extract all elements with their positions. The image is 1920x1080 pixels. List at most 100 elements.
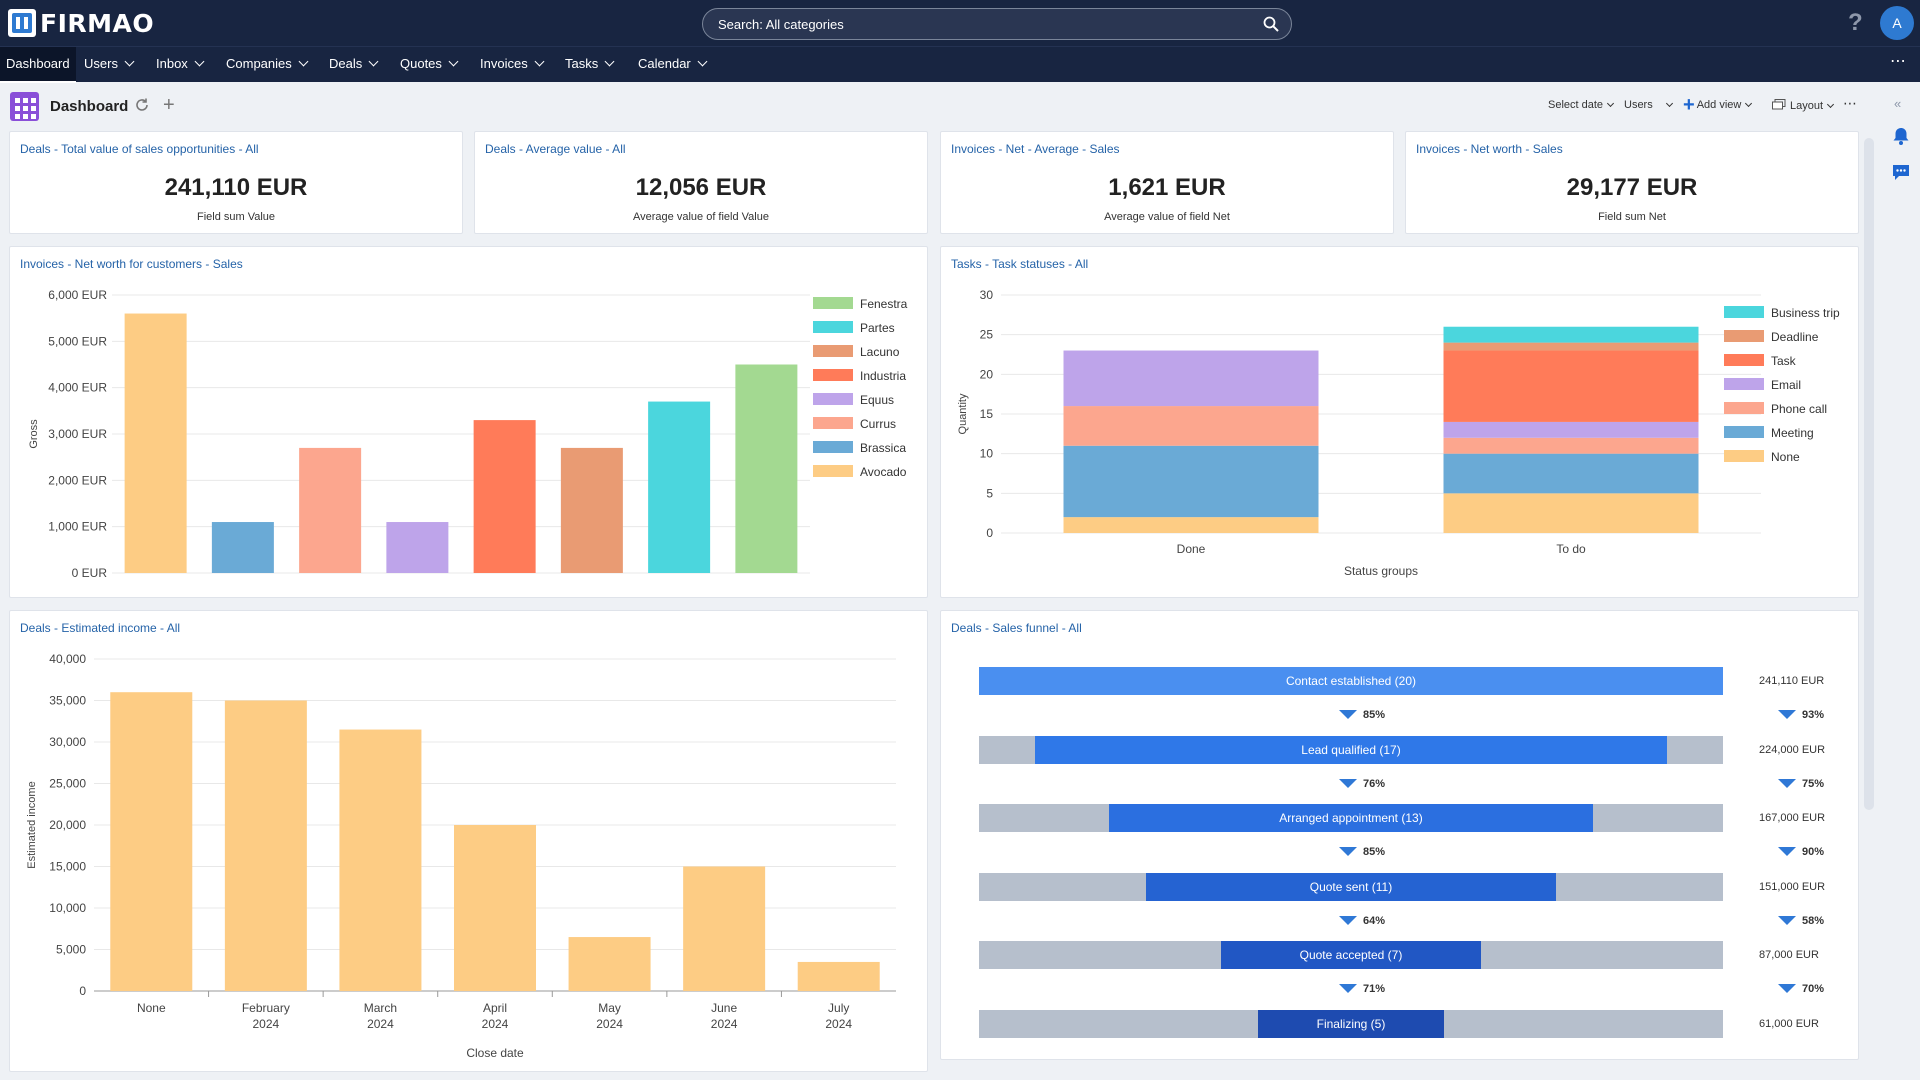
scrollbar[interactable]: [1864, 138, 1874, 810]
kpi-card[interactable]: Invoices - Net worth - Sales 29,177 EUR …: [1405, 131, 1859, 234]
legend-swatch: [813, 417, 853, 429]
nav-label: Tasks: [565, 56, 599, 71]
card-title[interactable]: Tasks - Task statuses - All: [951, 257, 1089, 271]
nav-inbox[interactable]: Inbox: [156, 47, 205, 83]
conversion-label: 71%: [1363, 983, 1386, 995]
nav-users[interactable]: Users: [84, 47, 135, 83]
firmao-logo[interactable]: FIRMAO: [8, 9, 154, 38]
kpi-card[interactable]: Deals - Average value - All 12,056 EUR A…: [474, 131, 928, 234]
chevron-down-icon: [604, 56, 615, 67]
chat-icon[interactable]: [1891, 162, 1911, 182]
funnel-stage[interactable]: Arranged appointment (13): [1109, 804, 1593, 832]
card-title[interactable]: Deals - Total value of sales opportuniti…: [20, 142, 259, 156]
legend-swatch: [1724, 330, 1764, 342]
funnel-stage[interactable]: Quote sent (11): [1146, 872, 1556, 901]
users-dropdown[interactable]: Users: [1624, 99, 1673, 111]
y-tick-label: 40,000: [49, 652, 86, 666]
card-title[interactable]: Deals - Sales funnel - All: [951, 621, 1082, 635]
conversion-label: 75%: [1802, 777, 1825, 790]
nav-label: Quotes: [400, 56, 442, 71]
chevron-down-icon: [194, 56, 205, 67]
conversion-label: 85%: [1363, 846, 1386, 858]
card-title[interactable]: Invoices - Net worth - Sales: [1416, 142, 1563, 156]
add-view-button[interactable]: + Add view: [1683, 94, 1753, 117]
card-title[interactable]: Invoices - Net - Average - Sales: [951, 142, 1120, 156]
kpi-subtitle: Field sum Value: [196, 211, 276, 223]
funnel-stage-value: 167,000 EUR: [1759, 812, 1826, 824]
triangle-down-icon: [1339, 710, 1357, 719]
funnel-count-conversion: 71%: [1339, 983, 1385, 995]
legend-swatch: [813, 321, 853, 333]
search-icon[interactable]: [1263, 16, 1279, 32]
bar-equus: [386, 522, 449, 573]
layout-label: Layout: [1790, 100, 1824, 112]
y-tick-label: 1,000 EUR: [48, 520, 107, 534]
nav-deals[interactable]: Deals: [329, 47, 379, 83]
conversion-label: 64%: [1363, 914, 1386, 927]
y-tick-label: 2,000 EUR: [48, 473, 107, 487]
chart-card-sales-funnel: Deals - Sales funnel - All Contact estab…: [940, 610, 1859, 1060]
bar-income: [110, 692, 193, 991]
nav-invoices[interactable]: Invoices: [480, 47, 545, 83]
toolbar-more-icon[interactable]: ⋯: [1843, 95, 1857, 111]
y-tick-label: 30: [980, 288, 994, 302]
triangle-down-icon: [1339, 915, 1357, 925]
x-tick-label: May: [598, 1001, 621, 1015]
legend-swatch: [1724, 402, 1764, 414]
card-title[interactable]: Invoices - Net worth for customers - Sal…: [20, 257, 243, 271]
chart-card-estimated-income: Deals - Estimated income - All 0 5,000 10,…: [9, 610, 928, 1072]
card-title[interactable]: Deals - Average value - All: [485, 142, 626, 156]
kpi-card[interactable]: Invoices - Net - Average - Sales 1,621 E…: [940, 131, 1394, 234]
funnel-count-conversion: 85%: [1339, 709, 1385, 721]
nav-quotes[interactable]: Quotes: [400, 47, 459, 83]
legend-swatch: [1724, 306, 1764, 318]
top-header: FIRMAO Search: All categories ? A: [0, 0, 1920, 46]
legend-swatch: [1724, 450, 1764, 462]
bar-segment-email: [1063, 350, 1319, 407]
nav-calendar[interactable]: Calendar: [638, 47, 708, 83]
y-tick-label: 5: [986, 486, 993, 500]
layout-dropdown[interactable]: Layout: [1772, 99, 1835, 112]
nav-more-icon[interactable]: ⋯: [1890, 53, 1906, 70]
kpi-subtitle: Average value of field Net: [1104, 211, 1230, 223]
add-dashboard-icon[interactable]: +: [163, 94, 175, 116]
kpi-card[interactable]: Deals - Total value of sales opportuniti…: [9, 131, 463, 234]
funnel-value-conversion: 70%: [1778, 983, 1824, 995]
kpi-subtitle: Average value of field Value: [633, 211, 769, 223]
nav-dashboard[interactable]: Dashboard: [0, 47, 76, 83]
refresh-icon[interactable]: [134, 97, 150, 113]
nav-companies[interactable]: Companies: [226, 47, 309, 83]
collapse-panel-icon[interactable]: «: [1894, 96, 1902, 111]
funnel-count-conversion: 76%: [1339, 778, 1385, 790]
search-input[interactable]: Search: All categories: [702, 8, 1292, 40]
funnel-stage[interactable]: Quote accepted (7): [1220, 941, 1482, 969]
conversion-label: 76%: [1363, 777, 1386, 790]
chevron-down-icon: [1607, 99, 1615, 108]
avatar[interactable]: A: [1880, 6, 1914, 40]
funnel-stage-value: 224,000 EUR: [1759, 743, 1826, 756]
layout-icon: [1772, 99, 1786, 110]
conversion-label: 58%: [1802, 914, 1825, 927]
chevron-down-icon: [1665, 99, 1673, 108]
chart-card-task-statuses: Tasks - Task statuses - All 0 5 10 15 20 25 30…: [940, 246, 1859, 598]
main-nav: Dashboard Users Inbox Companies Deals Qu…: [0, 46, 1920, 83]
card-title[interactable]: Deals - Estimated income - All: [20, 621, 181, 635]
funnel-stage[interactable]: Contact established (20): [979, 667, 1723, 695]
bell-icon[interactable]: [1891, 126, 1911, 146]
legend-swatch: [813, 369, 853, 381]
chevron-down-icon: [124, 56, 135, 67]
y-tick-label: 20,000: [49, 818, 86, 832]
legend-swatch: [1724, 378, 1764, 390]
funnel-stage[interactable]: Finalizing (5): [1258, 1009, 1444, 1038]
help-icon[interactable]: ?: [1848, 9, 1863, 36]
y-tick-label: 0 EUR: [72, 566, 108, 580]
x-tick-label: 2024: [482, 1017, 509, 1031]
funnel-stage[interactable]: Lead qualified (17): [1034, 735, 1668, 764]
y-axis-label: Gross: [28, 419, 40, 449]
select-date-dropdown[interactable]: Select date: [1548, 99, 1615, 111]
nav-tasks[interactable]: Tasks: [565, 47, 615, 83]
legend-swatch: [813, 345, 853, 357]
apps-grid-icon[interactable]: [10, 92, 39, 121]
x-tick-label: April: [483, 1001, 507, 1015]
y-tick-label: 4,000 EUR: [48, 381, 107, 395]
